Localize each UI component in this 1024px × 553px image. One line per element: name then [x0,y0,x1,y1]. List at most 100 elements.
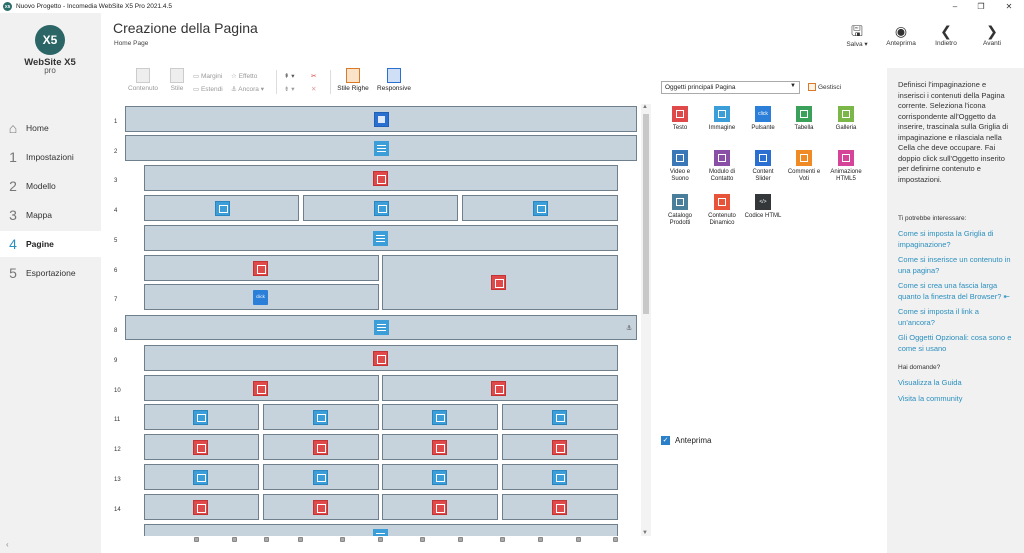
column-handle[interactable] [538,537,543,542]
object-tile[interactable]: Testo [661,106,699,132]
object-tile[interactable]: Commenti e Voti [785,150,823,183]
object-tile[interactable]: Galleria [827,106,865,132]
column-handle[interactable] [264,537,269,542]
column-handle[interactable] [232,537,237,542]
sidebar-item-esportazione[interactable]: 5 Esportazione [0,260,101,286]
grid-cell[interactable] [382,375,618,401]
grid-cell[interactable] [144,345,618,371]
object-tile[interactable]: Modulo di Contatto [703,150,741,183]
object-tile[interactable]: Video e Suono [661,150,699,183]
object-tile[interactable]: Content Slider [744,150,782,183]
grid-cell[interactable] [382,464,498,490]
object-tile[interactable]: Contenuto Dinamico [703,194,741,227]
grid-cell[interactable] [144,434,259,460]
scroll-up-icon[interactable]: ▲ [642,104,648,110]
object-tile[interactable]: Immagine [703,106,741,132]
restore-icon[interactable]: ❐ [977,2,985,11]
anchor-button[interactable]: ⚓ Ancora ▾ [231,86,264,93]
preview-checkbox[interactable]: ✓ Anteprima [661,436,711,445]
grid-cell[interactable] [144,524,618,536]
column-handle[interactable] [500,537,505,542]
grid-cell[interactable] [382,404,498,430]
column-handle[interactable] [613,537,618,542]
sidebar-item-home[interactable]: ⌂ Home [0,115,101,141]
collapse-sidebar-icon[interactable]: ‹ [6,540,9,549]
column-handle[interactable] [576,537,581,542]
column-handle[interactable] [194,537,199,542]
grid-cell[interactable] [144,404,259,430]
extend-button[interactable]: ▭ Estendi [193,86,223,93]
community-link[interactable]: Visita la community [898,393,963,403]
help-link[interactable]: Come si crea una fascia larga quanto la … [898,281,1010,301]
grid-scrollbar[interactable]: ▲ ▼ [641,104,651,536]
grid-cell[interactable] [144,375,379,401]
grid-cell[interactable] [144,464,259,490]
sidebar-item-modello[interactable]: 2 Modello [0,173,101,199]
help-link[interactable]: Come si inserisce un contenuto in una pa… [898,255,1011,275]
effect-button[interactable]: ☆ Effetto [231,73,258,80]
grid-cell[interactable] [502,404,618,430]
sidebar-item-pagine[interactable]: 4 Pagine [0,231,101,257]
grid-cell[interactable] [263,434,379,460]
grid-cell[interactable] [144,494,259,520]
move-row-icon[interactable]: ⇟ ▾ [284,86,295,93]
scroll-down-icon[interactable]: ▼ [642,530,648,536]
grid-cell[interactable] [263,404,379,430]
grid-cell[interactable] [144,255,379,281]
cut-row-icon[interactable]: ✂ [311,73,317,80]
forward-button[interactable]: ❯ Avanti [971,22,1013,47]
insert-row-icon[interactable]: ⇞ ▾ [284,73,295,80]
style-button[interactable]: Stile [166,68,188,92]
image-object-icon [313,410,328,425]
grid-cell[interactable] [382,434,498,460]
help-link[interactable]: Come si imposta la Griglia di impaginazi… [898,229,994,249]
layout-grid[interactable]: 1 2 3 4 5 6 7 click 8 ⚓ 9 10 11 12 13 14 [110,104,651,536]
grid-cell[interactable] [263,494,379,520]
grid-cell[interactable] [502,494,618,520]
grid-cell[interactable] [382,255,618,310]
content-button[interactable]: Contenuto [128,68,158,92]
grid-cell[interactable] [502,434,618,460]
menu-icon [374,320,389,335]
margins-button[interactable]: ▭ Margini [193,73,223,80]
object-tile[interactable]: Animazione HTML5 [827,150,865,183]
grid-cell[interactable] [263,464,379,490]
delete-row-icon[interactable]: ✕ [311,86,317,93]
grid-cell[interactable] [144,225,618,251]
grid-cell[interactable] [144,195,299,221]
help-link[interactable]: Gli Oggetti Opzionali: cosa sono e come … [898,333,1012,353]
grid-cell[interactable] [462,195,618,221]
save-button[interactable]: 🖫 Salva ▾ [836,22,878,48]
row-style-button[interactable]: Stile Righe [337,68,369,92]
preview-label: Anteprima [886,40,916,47]
responsive-button[interactable]: Responsive [377,68,411,92]
object-tile[interactable]: </> Codice HTML [744,194,782,220]
minimize-icon[interactable]: – [952,2,958,11]
grid-cell[interactable] [144,165,618,191]
grid-cell[interactable]: click [144,284,379,310]
grid-cell[interactable] [125,135,637,161]
object-tile[interactable]: Catalogo Prodotti [661,194,699,227]
close-icon[interactable]: ✕ [1005,2,1013,11]
help-link[interactable]: Come si imposta il link a un'ancora? [898,307,979,327]
back-button[interactable]: ❮ Indietro [925,22,967,47]
column-handle[interactable] [298,537,303,542]
object-tile[interactable]: click Pulsante [744,106,782,132]
sidebar-item-mappa[interactable]: 3 Mappa [0,202,101,228]
object-category-select[interactable]: Oggetti principali Pagina ▼ [661,81,800,94]
column-handle[interactable] [458,537,463,542]
grid-cell[interactable] [125,106,637,132]
grid-cell[interactable] [303,195,458,221]
grid-cell[interactable] [502,464,618,490]
scrollbar-thumb[interactable] [643,114,649,314]
column-handle[interactable] [420,537,425,542]
column-handle[interactable] [340,537,345,542]
object-tile[interactable]: Tabella [785,106,823,132]
column-handle[interactable] [378,537,383,542]
grid-cell[interactable] [382,494,498,520]
guide-link[interactable]: Visualizza la Guida [898,378,962,387]
sidebar-item-impostazioni[interactable]: 1 Impostazioni [0,144,101,170]
manage-objects-button[interactable]: Gestisci [808,83,841,91]
grid-cell[interactable]: ⚓ [125,315,637,340]
preview-button[interactable]: ◉ Anteprima [880,22,922,47]
